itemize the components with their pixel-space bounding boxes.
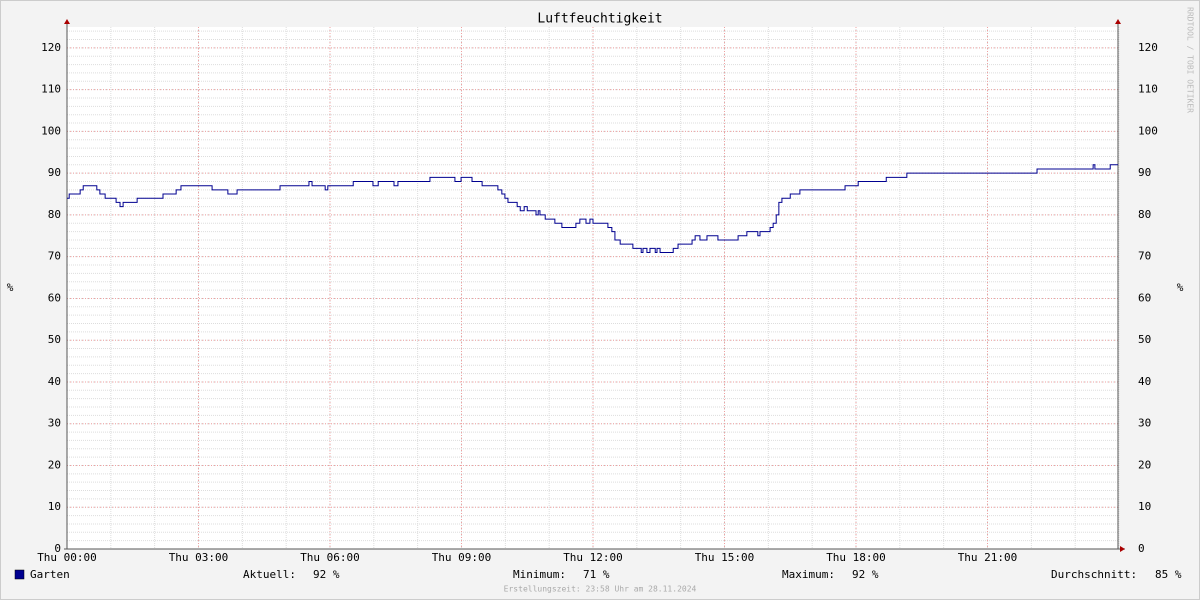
chart-title: Luftfeuchtigkeit — [537, 12, 662, 27]
y-tick-label-right: 60 — [1138, 291, 1151, 304]
y-tick-label: 100 — [41, 124, 61, 137]
axis-arrow — [1120, 546, 1125, 552]
stat-value: 92 % — [852, 568, 879, 581]
y-tick-label: 120 — [41, 41, 61, 54]
y-tick-label-right: 20 — [1138, 458, 1151, 471]
x-tick-label: Thu 00:00 — [37, 551, 97, 564]
x-tick-label: Thu 21:00 — [958, 551, 1018, 564]
footer: Erstellungszeit: 23:58 Uhr am 28.11.2024 — [504, 585, 697, 594]
stat-value: 85 % — [1155, 568, 1182, 581]
axis-arrow — [1115, 19, 1121, 24]
stat-label: Minimum: — [513, 568, 566, 581]
y-tick-label: 70 — [48, 250, 61, 263]
y-tick-label-right: 40 — [1138, 375, 1151, 388]
y-tick-label-right: 30 — [1138, 417, 1151, 430]
y-tick-label: 20 — [48, 458, 61, 471]
y-tick-label-right: 80 — [1138, 208, 1151, 221]
y-tick-label: 80 — [48, 208, 61, 221]
stat-label: Maximum: — [782, 568, 835, 581]
y-tick-label: 40 — [48, 375, 61, 388]
x-tick-label: Thu 18:00 — [826, 551, 886, 564]
y-tick-label: 0 — [54, 542, 61, 555]
y-tick-label: 30 — [48, 417, 61, 430]
series-line — [67, 164, 1119, 254]
y-tick-label-right: 0 — [1138, 542, 1145, 555]
stat-value: 92 % — [313, 568, 340, 581]
axis-arrow — [64, 19, 70, 24]
y-axis-label-right: % — [1177, 281, 1184, 294]
y-tick-label-right: 100 — [1138, 124, 1158, 137]
y-tick-label-right: 90 — [1138, 166, 1151, 179]
x-tick-label: Thu 12:00 — [563, 551, 623, 564]
y-tick-label: 50 — [48, 333, 61, 346]
y-tick-label-right: 50 — [1138, 333, 1151, 346]
y-axis-label: % — [7, 281, 14, 294]
stat-label: Aktuell: — [243, 568, 296, 581]
watermark: RRDTOOL / TOBI OETIKER — [1186, 7, 1195, 113]
y-tick-label: 90 — [48, 166, 61, 179]
x-tick-label: Thu 15:00 — [695, 551, 755, 564]
x-tick-label: Thu 09:00 — [432, 551, 492, 564]
y-tick-label-right: 70 — [1138, 250, 1151, 263]
x-tick-label: Thu 06:00 — [300, 551, 360, 564]
x-tick-label: Thu 03:00 — [169, 551, 229, 564]
y-tick-label-right: 120 — [1138, 41, 1158, 54]
y-tick-label: 10 — [48, 500, 61, 513]
y-tick-label-right: 10 — [1138, 500, 1151, 513]
y-tick-label: 60 — [48, 291, 61, 304]
legend-swatch — [14, 569, 25, 580]
y-tick-label-right: 110 — [1138, 83, 1158, 96]
stat-value: 71 % — [583, 568, 610, 581]
stat-label: Durchschnitt: — [1051, 568, 1137, 581]
y-tick-label: 110 — [41, 83, 61, 96]
legend-entry: Garten — [30, 568, 70, 581]
